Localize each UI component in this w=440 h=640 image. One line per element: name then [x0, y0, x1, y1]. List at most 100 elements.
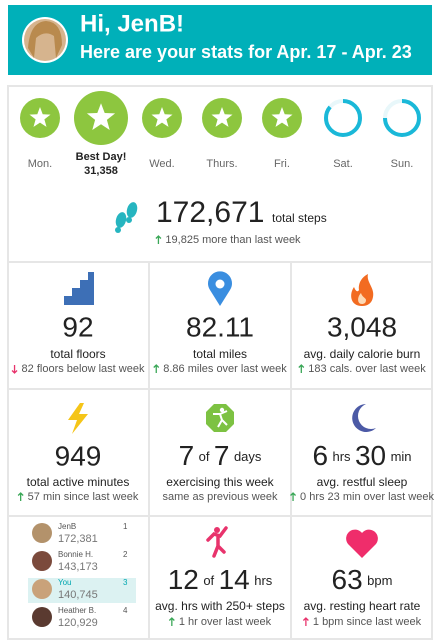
active-minutes-label: total active minutes: [27, 475, 130, 489]
footprint-icon: [126, 202, 138, 218]
lightning-icon: [68, 403, 88, 434]
hourly-unit: hrs: [254, 573, 273, 588]
calories-label: avg. daily calorie burn: [304, 347, 421, 361]
sleep-minutes: 30: [355, 440, 386, 471]
floors-label: total floors: [50, 347, 105, 361]
flame-icon: [351, 274, 374, 306]
total-steps-unit: total steps: [272, 211, 327, 225]
exercise-icon: [206, 404, 234, 432]
friend-avatar: [32, 523, 52, 543]
trend-arrow: [298, 364, 305, 373]
greeting: Hi, JenB!: [80, 10, 184, 37]
friend-name: You: [58, 578, 72, 587]
exercise-label: exercising this week: [166, 475, 274, 489]
exercise-unit: days: [234, 449, 262, 464]
day-row: Mon. Best Day! 31,358 Wed. Thurs. Fri. S…: [28, 99, 421, 177]
active-minutes-change: 57 min since last week: [28, 491, 139, 503]
trend-arrow: [17, 492, 24, 501]
progress-ring: [383, 99, 421, 137]
friend-avatar: [32, 607, 52, 627]
miles-value: 82.11: [186, 311, 254, 342]
friend-steps: 140,745: [58, 589, 98, 601]
exercise-total: 7: [214, 440, 230, 471]
day-label: Sat.: [333, 158, 353, 170]
stairs-icon: [64, 272, 94, 305]
exercise-figure: [219, 407, 225, 413]
progress-ring: [324, 99, 362, 137]
friend-name: Bonnie H.: [58, 550, 93, 559]
active-minutes-value: 949: [55, 440, 102, 471]
friend-name: Heather B.: [58, 606, 96, 615]
calories-value: 3,048: [327, 311, 397, 342]
active-hour-icon: [214, 527, 220, 533]
best-day-label: Best Day!: [76, 151, 127, 163]
sleep-change: 0 hrs 23 min over last week: [300, 491, 434, 503]
exercise-value: 7 of 7 days: [179, 440, 262, 471]
flame-inner: [358, 293, 366, 304]
goal-star: [86, 103, 116, 130]
friend-steps: 143,173: [58, 561, 98, 573]
day-label: Sun.: [391, 158, 414, 170]
hourly-value: 12 of 14 hrs: [168, 564, 273, 595]
header-bar: [8, 5, 432, 75]
day-label: Wed.: [149, 158, 174, 170]
total-steps: 172,671: [156, 196, 264, 229]
leaderboard: JenB 1 172,381 Bonnie H. 2 143,173 You 3…: [32, 522, 128, 629]
heart-rate-value: 63 bpm: [332, 564, 393, 595]
heart-icon: [346, 529, 378, 558]
subtitle: Here are your stats for Apr. 17 - Apr. 2…: [80, 42, 412, 62]
exercise-change: same as previous week: [163, 491, 278, 503]
day-label: Fri.: [274, 158, 290, 170]
trend-arrow: [11, 365, 18, 374]
hourly-change: 1 hr over last week: [179, 616, 272, 628]
goal-star: [151, 107, 173, 127]
friend-rank: 1: [123, 522, 128, 531]
floors-value: 92: [62, 311, 93, 342]
friend-avatar: [32, 579, 52, 599]
steps-change: 19,825 more than last week: [165, 234, 301, 246]
day-label: Mon.: [28, 158, 52, 170]
goal-star: [211, 107, 233, 127]
map-pin-icon: [208, 271, 233, 306]
trend-arrow: [153, 364, 160, 373]
day-label: Thurs.: [206, 158, 237, 170]
exercise-figure: [213, 410, 228, 428]
sleep-hours-unit: hrs: [332, 449, 351, 464]
goal-star: [271, 107, 293, 127]
floors-change: 82 floors below last week: [22, 363, 145, 375]
footprint-icon: [115, 212, 127, 228]
trend-arrow: [155, 235, 162, 244]
sleep-label: avg. restful sleep: [317, 475, 408, 489]
moon-icon: [352, 404, 376, 432]
hourly-total: 14: [219, 564, 250, 595]
friend-avatar: [32, 551, 52, 571]
friend-name: JenB: [58, 522, 76, 531]
trend-arrow: [290, 492, 297, 501]
active-hour-icon: [206, 526, 228, 558]
miles-change: 8.86 miles over last week: [163, 363, 287, 375]
sleep-value: 6 hrs 30 min: [312, 440, 411, 471]
best-day-steps: 31,358: [84, 165, 118, 177]
sleep-minutes-unit: min: [391, 449, 412, 464]
goal-star: [29, 107, 51, 127]
friend-rank: 2: [123, 550, 128, 559]
friend-rank: 4: [123, 606, 128, 615]
friend-steps: 172,381: [58, 533, 98, 545]
calories-change: 183 cals. over last week: [308, 363, 426, 375]
map-pin-hole: [215, 279, 225, 289]
miles-label: total miles: [193, 347, 247, 361]
heart-rate-label: avg. resting heart rate: [304, 599, 421, 613]
sleep-hours: 6: [312, 440, 328, 471]
content-border: [7, 85, 433, 640]
hourly-connector: of: [203, 573, 214, 588]
footprint-icon: [115, 227, 121, 233]
avatar-hair: [28, 21, 62, 58]
trend-arrow: [168, 617, 175, 626]
hourly-hours: 12: [168, 564, 199, 595]
footprint-icon: [126, 217, 132, 223]
friend-steps: 120,929: [58, 617, 98, 629]
friend-rank: 3: [123, 578, 128, 587]
heart-rate-unit: bpm: [367, 573, 392, 588]
exercise-days: 7: [179, 440, 195, 471]
